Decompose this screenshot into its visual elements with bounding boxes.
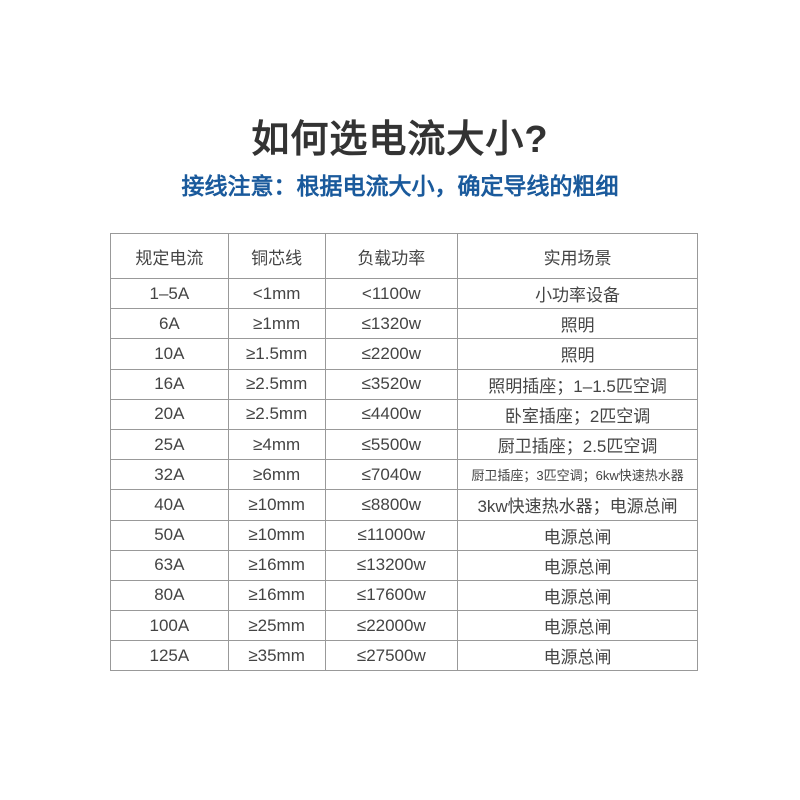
load-power-cell: ≤3520w xyxy=(324,368,459,400)
table-row: 6A ≥1mm ≤1320w 照明 xyxy=(110,308,698,340)
load-power-cell: ≤17600w xyxy=(324,579,459,612)
copper-wire-cell: ≥10mm xyxy=(227,519,326,551)
load-power-cell: ≤1320w xyxy=(324,308,459,340)
header-copper-wire: 铜芯线 xyxy=(227,233,326,279)
rated-current-cell: 80A xyxy=(110,579,229,612)
usage-scenario-cell: 电源总闸 xyxy=(457,610,698,642)
usage-scenario-cell: 照明 xyxy=(457,338,698,370)
page-subtitle: 接线注意：根据电流大小，确定导线的粗细 xyxy=(181,173,619,199)
table-row: 80A ≥16mm ≤17600w 电源总闸 xyxy=(110,579,698,612)
table-row: 50A ≥10mm ≤11000w 电源总闸 xyxy=(110,519,698,551)
rated-current-cell: 50A xyxy=(110,519,229,551)
header-load-power: 负载功率 xyxy=(324,233,459,279)
usage-scenario-cell: 照明 xyxy=(457,308,698,340)
load-power-cell: <1100w xyxy=(324,277,459,310)
rated-current-cell: 25A xyxy=(110,428,229,461)
load-power-cell: ≤22000w xyxy=(324,610,459,642)
header-usage-scenario: 实用场景 xyxy=(457,233,698,279)
usage-scenario-cell: 3kw快速热水器；电源总闸 xyxy=(457,489,698,521)
copper-wire-cell: ≥2.5mm xyxy=(227,368,326,400)
current-selection-table: 规定电流 铜芯线 负载功率 实用场景 1–5A <1mm <1100w 小功率设备 6A… xyxy=(110,233,698,672)
rated-current-cell: 1–5A xyxy=(110,277,229,310)
copper-wire-cell: ≥4mm xyxy=(227,428,326,461)
copper-wire-cell: ≥1mm xyxy=(227,308,326,340)
copper-wire-cell: ≥10mm xyxy=(227,489,326,521)
usage-scenario-cell: 厨卫插座；2.5匹空调 xyxy=(457,428,698,461)
copper-wire-cell: <1mm xyxy=(227,277,326,310)
rated-current-cell: 6A xyxy=(110,308,229,340)
table-row: 63A ≥16mm ≤13200w 电源总闸 xyxy=(110,549,698,581)
table-row: 100A ≥25mm ≤22000w 电源总闸 xyxy=(110,610,698,642)
usage-scenario-cell: 照明插座；1–1.5匹空调 xyxy=(457,368,698,400)
rated-current-cell: 40A xyxy=(110,489,229,521)
copper-wire-cell: ≥2.5mm xyxy=(227,398,326,430)
load-power-cell: ≤27500w xyxy=(324,640,459,672)
usage-scenario-cell: 小功率设备 xyxy=(457,277,698,310)
load-power-cell: ≤4400w xyxy=(324,398,459,430)
usage-scenario-cell: 电源总闸 xyxy=(457,640,698,672)
table-row: 40A ≥10mm ≤8800w 3kw快速热水器；电源总闸 xyxy=(110,489,698,521)
rated-current-cell: 125A xyxy=(110,640,229,672)
table-row: 16A ≥2.5mm ≤3520w 照明插座；1–1.5匹空调 xyxy=(110,368,698,400)
rated-current-cell: 100A xyxy=(110,610,229,642)
rated-current-cell: 32A xyxy=(110,459,229,491)
copper-wire-cell: ≥35mm xyxy=(227,640,326,672)
rated-current-cell: 10A xyxy=(110,338,229,370)
header-rated-current: 规定电流 xyxy=(110,233,229,279)
page-title: 如何选电流大小? xyxy=(251,119,549,161)
load-power-cell: ≤13200w xyxy=(324,549,459,581)
usage-scenario-cell: 电源总闸 xyxy=(457,579,698,612)
usage-scenario-cell: 厨卫插座；3匹空调；6kw快速热水器 xyxy=(457,459,698,491)
table-header-row: 规定电流 铜芯线 负载功率 实用场景 xyxy=(110,233,698,279)
copper-wire-cell: ≥16mm xyxy=(227,549,326,581)
copper-wire-cell: ≥6mm xyxy=(227,459,326,491)
copper-wire-cell: ≥16mm xyxy=(227,579,326,612)
rated-current-cell: 20A xyxy=(110,398,229,430)
usage-scenario-cell: 卧室插座；2匹空调 xyxy=(457,398,698,430)
usage-scenario-cell: 电源总闸 xyxy=(457,549,698,581)
rated-current-cell: 63A xyxy=(110,549,229,581)
table-row: 20A ≥2.5mm ≤4400w 卧室插座；2匹空调 xyxy=(110,398,698,430)
table-row: 32A ≥6mm ≤7040w 厨卫插座；3匹空调；6kw快速热水器 xyxy=(110,459,698,491)
load-power-cell: ≤8800w xyxy=(324,489,459,521)
table-row: 1–5A <1mm <1100w 小功率设备 xyxy=(110,277,698,310)
load-power-cell: ≤7040w xyxy=(324,459,459,491)
table-row: 25A ≥4mm ≤5500w 厨卫插座；2.5匹空调 xyxy=(110,428,698,461)
usage-scenario-cell: 电源总闸 xyxy=(457,519,698,551)
copper-wire-cell: ≥1.5mm xyxy=(227,338,326,370)
load-power-cell: ≤11000w xyxy=(324,519,459,551)
load-power-cell: ≤2200w xyxy=(324,338,459,370)
table-row: 125A ≥35mm ≤27500w 电源总闸 xyxy=(110,640,698,672)
table-row: 10A ≥1.5mm ≤2200w 照明 xyxy=(110,338,698,370)
rated-current-cell: 16A xyxy=(110,368,229,400)
load-power-cell: ≤5500w xyxy=(324,428,459,461)
copper-wire-cell: ≥25mm xyxy=(227,610,326,642)
